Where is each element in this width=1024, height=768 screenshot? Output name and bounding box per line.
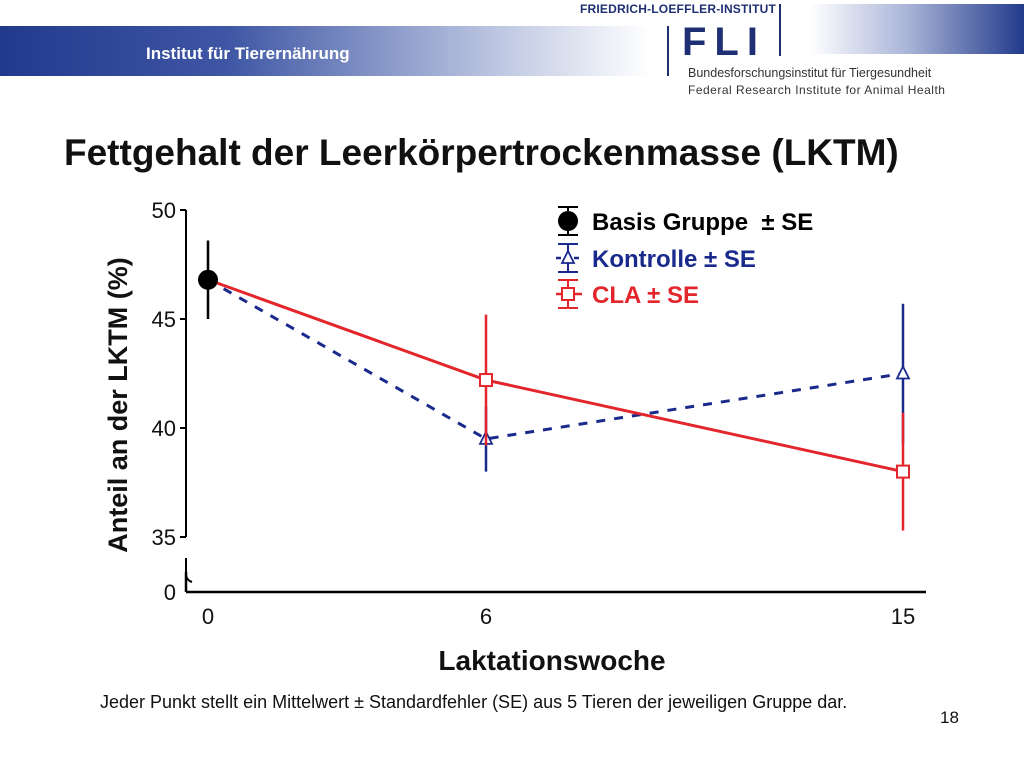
cla-point — [896, 464, 910, 479]
x-axis-label: Laktationswoche — [438, 645, 665, 676]
legend-square-marker-icon — [561, 287, 575, 301]
fli-logo: FLI — [682, 20, 766, 64]
x-tick-label: 6 — [480, 604, 492, 629]
x-tick-label: 15 — [891, 604, 915, 629]
kontrolle-line — [207, 278, 904, 441]
legend-label: Basis Gruppe ± SE — [592, 209, 813, 236]
chart-series — [198, 240, 911, 531]
header-banner-right — [810, 4, 1024, 54]
y-axis-label: Anteil an der LKTM (%) — [103, 257, 133, 553]
y-tick-label: 40 — [152, 416, 176, 441]
cla-line — [207, 278, 904, 474]
legend-label: Kontrolle ± SE — [592, 246, 756, 273]
basis-point — [198, 269, 218, 290]
page-number: 18 — [940, 708, 959, 727]
chart-axes: 50 45 40 35 0 0 6 15 — [152, 198, 926, 629]
fli-divider-left — [667, 26, 669, 76]
y-tick-label: 0 — [164, 580, 176, 605]
fli-name: FRIEDRICH-LOEFFLER-INSTITUT — [579, 2, 776, 16]
cla-point — [479, 373, 493, 388]
slide-title: Fettgehalt der Leerkörpertrockenmasse (L… — [64, 132, 899, 173]
chart-legend: Basis Gruppe ± SE Kontrolle ± SE CLA ± SE — [556, 206, 813, 309]
y-tick-label: 35 — [152, 525, 176, 550]
fli-subtitle-de: Bundesforschungsinstitut für Tiergesundh… — [688, 66, 932, 80]
legend-triangle-marker-icon — [560, 248, 576, 264]
kontrolle-point — [895, 364, 911, 380]
institute-label: Institut für Tierernährung — [146, 44, 350, 63]
x-tick-label: 0 — [202, 604, 214, 629]
fli-subtitle-en: Federal Research Institute for Animal He… — [688, 83, 946, 97]
y-tick-label: 45 — [152, 307, 176, 332]
footnote: Jeder Punkt stellt ein Mittelwert ± Stan… — [100, 692, 848, 712]
header-banner — [0, 26, 650, 76]
legend-circle-marker-icon — [558, 211, 578, 231]
fli-divider-right — [779, 4, 781, 56]
legend-label: CLA ± SE — [592, 282, 699, 309]
y-tick-label: 50 — [152, 198, 176, 223]
